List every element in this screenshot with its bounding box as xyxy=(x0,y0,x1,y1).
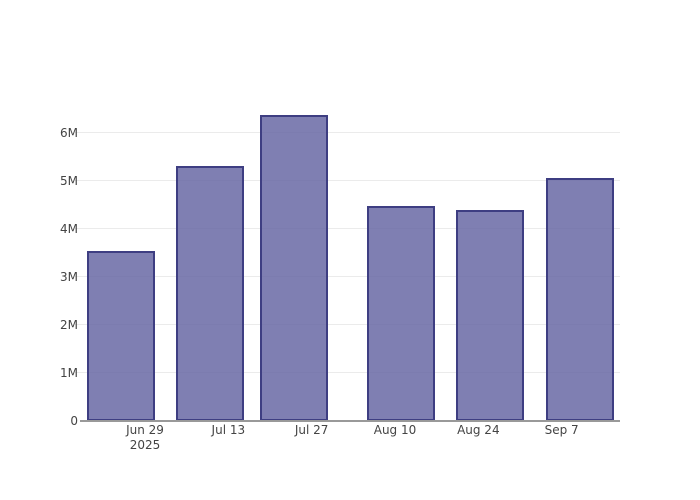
y-tick-label: 3M xyxy=(60,269,78,284)
bar[interactable] xyxy=(87,251,156,421)
y-tick-label: 2M xyxy=(60,317,78,332)
y-gridline xyxy=(80,228,620,230)
y-tick-label: 5M xyxy=(60,173,78,188)
bar[interactable] xyxy=(545,178,614,421)
y-tick-label: 4M xyxy=(60,221,78,236)
y-gridline xyxy=(80,324,620,326)
y-tick-mark xyxy=(75,132,80,134)
x-tick-label: Jun 29 xyxy=(126,423,164,437)
y-tick-mark xyxy=(75,228,80,230)
y-gridline xyxy=(80,276,620,278)
x-tick-year-label: 2025 xyxy=(129,438,161,452)
x-axis-line xyxy=(80,420,620,422)
x-tick-label: Sep 7 xyxy=(544,423,579,437)
y-tick-label: 1M xyxy=(60,365,78,380)
y-tick-mark xyxy=(75,324,80,326)
y-tick-mark xyxy=(75,180,80,182)
y-tick-label: 0 xyxy=(70,414,78,428)
y-tick-mark xyxy=(75,276,80,278)
bar[interactable] xyxy=(259,114,328,421)
y-gridline xyxy=(80,132,620,134)
x-tick-label: Jul 27 xyxy=(294,423,329,437)
x-tick-label: Jul 13 xyxy=(211,423,246,437)
y-gridline xyxy=(80,180,620,182)
y-tick-mark xyxy=(75,372,80,374)
y-tick-label: 6M xyxy=(60,125,78,140)
x-tick-label: Aug 10 xyxy=(373,423,417,437)
y-gridline xyxy=(80,372,620,374)
bar[interactable] xyxy=(366,206,435,421)
bar[interactable] xyxy=(456,210,525,421)
bar[interactable] xyxy=(176,165,245,421)
x-tick-label: Aug 24 xyxy=(457,423,500,437)
